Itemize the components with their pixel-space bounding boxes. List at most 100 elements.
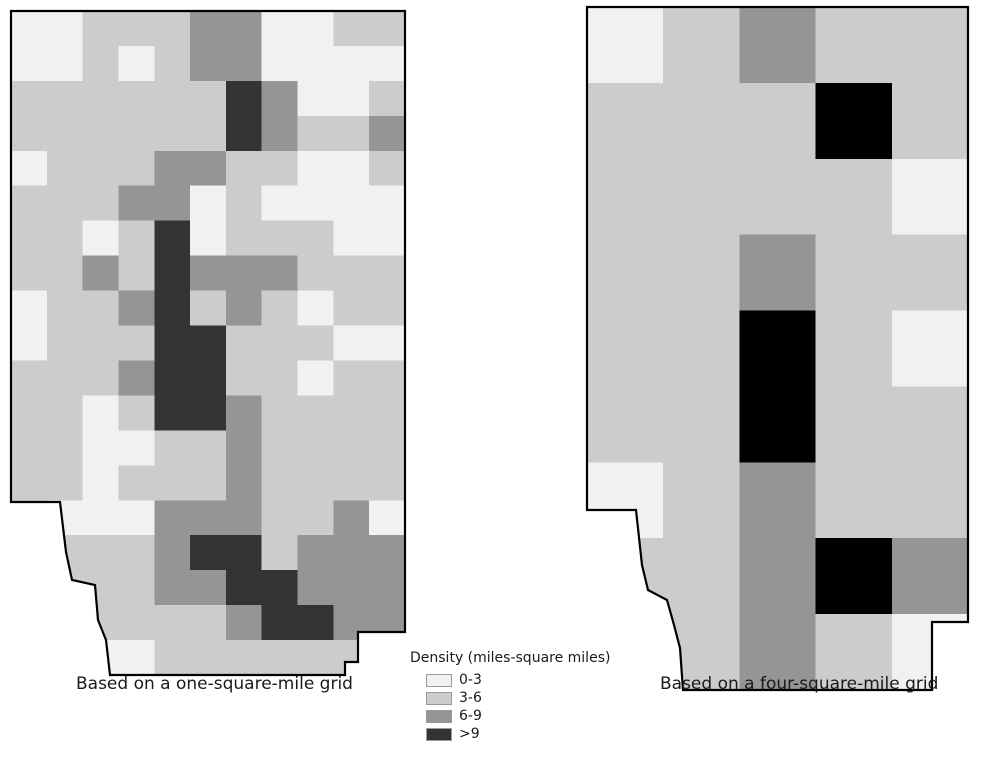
one-mile-cell-r15-c5 bbox=[190, 535, 227, 571]
four-mile-cell-r0-c1 bbox=[663, 7, 740, 84]
one-mile-cell-r6-c0 bbox=[11, 220, 48, 257]
density-cells-four-mile bbox=[587, 7, 968, 690]
one-mile-cell-r6-c5 bbox=[190, 220, 227, 257]
one-mile-cell-r18-c0 bbox=[11, 640, 48, 675]
one-mile-cell-r11-c4 bbox=[154, 395, 191, 431]
one-mile-cell-r4-c1 bbox=[46, 150, 84, 187]
one-mile-cell-r9-c1 bbox=[46, 325, 84, 362]
one-mile-cell-r0-c4 bbox=[154, 11, 191, 47]
one-mile-cell-r2-c6 bbox=[225, 80, 263, 117]
four-mile-cell-r1-c4 bbox=[891, 82, 968, 160]
one-mile-cell-r3-c7 bbox=[261, 115, 299, 152]
one-mile-cell-r5-c3 bbox=[118, 185, 155, 222]
density-cells-one-mile bbox=[11, 11, 405, 675]
one-mile-cell-r12-c10 bbox=[369, 430, 405, 466]
four-mile-cell-r2-c0 bbox=[587, 158, 664, 236]
one-mile-cell-r9-c7 bbox=[261, 325, 299, 362]
one-mile-cell-r9-c10 bbox=[369, 325, 405, 362]
one-mile-cell-r15-c8 bbox=[297, 535, 334, 571]
four-mile-cell-r2-c4 bbox=[891, 158, 968, 236]
four-mile-cell-r4-c3 bbox=[815, 310, 893, 388]
one-mile-cell-r7-c6 bbox=[225, 255, 263, 292]
one-mile-cell-r13-c5 bbox=[190, 465, 227, 501]
one-mile-cell-r17-c10 bbox=[369, 605, 405, 641]
one-mile-cell-r13-c3 bbox=[118, 465, 155, 501]
one-mile-cell-r13-c6 bbox=[225, 465, 263, 501]
one-mile-cell-r11-c10 bbox=[369, 395, 405, 431]
one-mile-cell-r14-c9 bbox=[333, 500, 370, 536]
one-mile-cell-r15-c4 bbox=[154, 535, 191, 571]
four-mile-cell-r6-c4 bbox=[891, 462, 968, 539]
legend-label-0-3: 0-3 bbox=[459, 672, 482, 688]
four-mile-cell-r0-c0 bbox=[587, 7, 664, 84]
one-mile-cell-r13-c4 bbox=[154, 465, 191, 501]
one-mile-cell-r13-c7 bbox=[261, 465, 299, 501]
one-mile-cell-r5-c0 bbox=[11, 185, 48, 222]
one-mile-cell-r12-c6 bbox=[225, 430, 263, 466]
one-mile-cell-r10-c0 bbox=[11, 360, 48, 397]
one-mile-cell-r10-c1 bbox=[46, 360, 84, 397]
one-mile-cell-r1-c5 bbox=[190, 45, 227, 82]
one-mile-cell-r9-c3 bbox=[118, 325, 155, 362]
one-mile-cell-r18-c8 bbox=[297, 640, 334, 675]
four-mile-cell-r4-c0 bbox=[587, 310, 664, 388]
one-mile-cell-r18-c6 bbox=[225, 640, 263, 675]
one-mile-cell-r10-c6 bbox=[225, 360, 263, 397]
one-mile-cell-r17-c1 bbox=[46, 605, 84, 641]
four-mile-cell-r3-c2 bbox=[739, 234, 817, 312]
one-mile-cell-r7-c3 bbox=[118, 255, 155, 292]
legend-swatch-0-3 bbox=[426, 674, 452, 687]
one-mile-cell-r17-c9 bbox=[333, 605, 370, 641]
one-mile-cell-r17-c3 bbox=[118, 605, 155, 641]
one-mile-cell-r2-c2 bbox=[82, 80, 120, 117]
one-mile-cell-r14-c10 bbox=[369, 500, 405, 536]
one-mile-cell-r10-c3 bbox=[118, 360, 155, 397]
one-mile-cell-r1-c8 bbox=[297, 45, 334, 82]
one-mile-cell-r8-c4 bbox=[154, 290, 191, 327]
one-mile-cell-r5-c4 bbox=[154, 185, 191, 222]
one-mile-cell-r16-c9 bbox=[333, 570, 370, 606]
one-mile-cell-r12-c7 bbox=[261, 430, 299, 466]
one-mile-cell-r0-c8 bbox=[297, 11, 334, 47]
four-mile-cell-r7-c3 bbox=[815, 538, 893, 615]
one-mile-cell-r11-c9 bbox=[333, 395, 370, 431]
one-mile-cell-r9-c9 bbox=[333, 325, 370, 362]
one-mile-cell-r4-c8 bbox=[297, 150, 334, 187]
one-mile-cell-r7-c0 bbox=[11, 255, 48, 292]
one-mile-cell-r16-c4 bbox=[154, 570, 191, 606]
one-mile-cell-r3-c8 bbox=[297, 115, 334, 152]
one-mile-cell-r4-c7 bbox=[261, 150, 299, 187]
one-mile-cell-r18-c5 bbox=[190, 640, 227, 675]
four-mile-cell-r3-c0 bbox=[587, 234, 664, 312]
one-mile-cell-r18-c10 bbox=[369, 640, 405, 675]
one-mile-cell-r8-c10 bbox=[369, 290, 405, 327]
four-mile-cell-r1-c0 bbox=[587, 82, 664, 160]
one-mile-cell-r3-c5 bbox=[190, 115, 227, 152]
one-mile-cell-r6-c9 bbox=[333, 220, 370, 257]
one-mile-cell-r9-c0 bbox=[11, 325, 48, 362]
four-mile-cell-r2-c3 bbox=[815, 158, 893, 236]
one-mile-cell-r0-c2 bbox=[82, 11, 120, 47]
one-mile-cell-r0-c7 bbox=[261, 11, 299, 47]
one-mile-cell-r10-c7 bbox=[261, 360, 299, 397]
four-mile-cell-r7-c2 bbox=[739, 538, 817, 615]
one-mile-cell-r2-c1 bbox=[46, 80, 84, 117]
one-mile-cell-r2-c4 bbox=[154, 80, 191, 117]
one-mile-cell-r6-c8 bbox=[297, 220, 334, 257]
one-mile-cell-r13-c0 bbox=[11, 465, 48, 501]
one-mile-cell-r11-c5 bbox=[190, 395, 227, 431]
one-mile-cell-r9-c6 bbox=[225, 325, 263, 362]
four-mile-cell-r6-c2 bbox=[739, 462, 817, 539]
one-mile-cell-r7-c4 bbox=[154, 255, 191, 292]
one-mile-cell-r9-c2 bbox=[82, 325, 120, 362]
one-mile-cell-r11-c1 bbox=[46, 395, 84, 431]
one-mile-cell-r5-c7 bbox=[261, 185, 299, 222]
one-mile-cell-r9-c4 bbox=[154, 325, 191, 362]
one-mile-cell-r15-c7 bbox=[261, 535, 299, 571]
one-mile-cell-r6-c2 bbox=[82, 220, 120, 257]
four-mile-cell-r5-c4 bbox=[891, 386, 968, 463]
one-mile-cell-r7-c2 bbox=[82, 255, 120, 292]
map-four-square-mile-grid bbox=[585, 5, 970, 692]
legend-label-3-6: 3-6 bbox=[459, 690, 482, 706]
one-mile-cell-r2-c7 bbox=[261, 80, 299, 117]
